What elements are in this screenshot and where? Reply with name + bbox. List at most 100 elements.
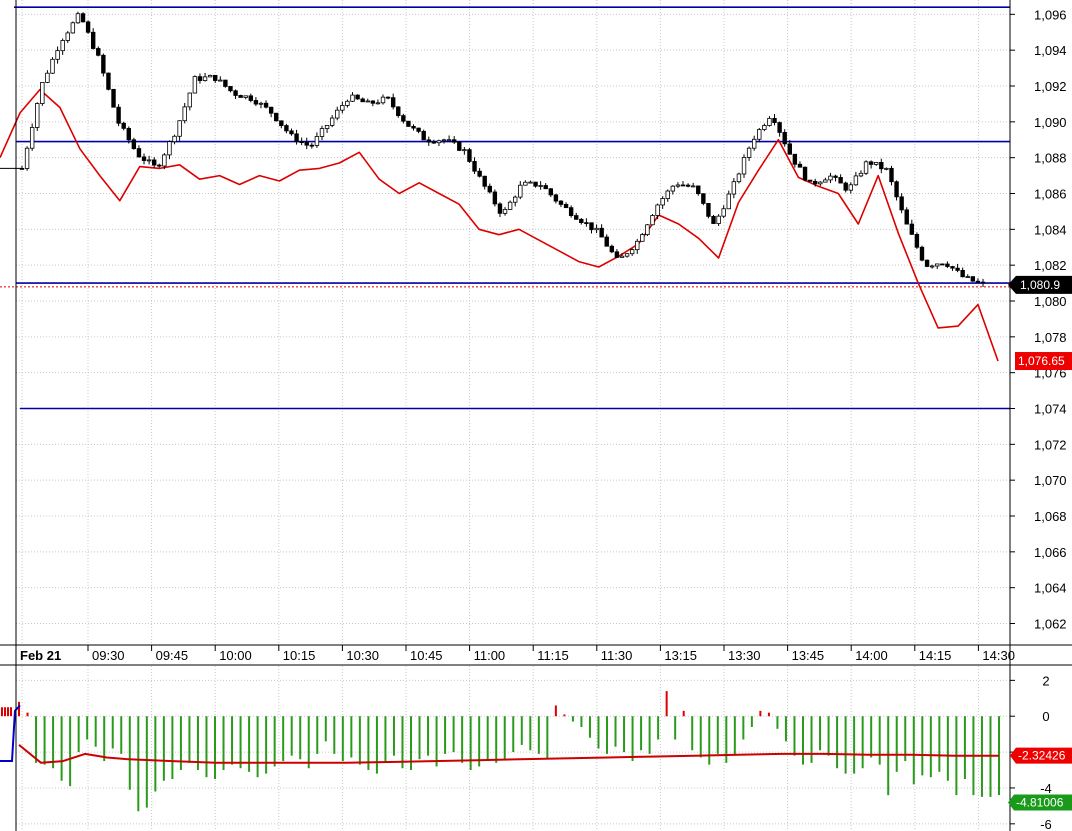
reference-tag: 1,076.65	[1015, 352, 1072, 371]
candle-body	[757, 129, 762, 140]
time-tick-label: 11:15	[537, 648, 569, 663]
candle-body	[431, 141, 437, 144]
candle-body	[802, 166, 808, 181]
price-tick-label: 1,062	[1034, 617, 1067, 632]
candle-body	[462, 149, 467, 152]
candle-body	[579, 218, 584, 224]
candle-body	[248, 95, 254, 101]
candle-body	[370, 100, 376, 104]
candle-body	[401, 115, 406, 122]
candle-body	[853, 175, 859, 186]
time-tick-label: 11:30	[601, 648, 633, 663]
candle-body	[80, 13, 86, 23]
price-tick-label: 1,074	[1034, 402, 1067, 417]
candle-body	[701, 193, 706, 204]
price-tick-label: 1,068	[1034, 509, 1067, 524]
candle-body	[894, 181, 899, 198]
candle-body	[457, 141, 462, 151]
candle-body	[904, 209, 909, 225]
time-tick-label: 10:30	[346, 648, 379, 663]
candle-body	[345, 100, 350, 106]
candle-body	[152, 159, 157, 166]
candle-body	[319, 128, 325, 137]
oscillator-panel	[0, 691, 1000, 812]
candle-body	[136, 148, 142, 158]
candle-body	[660, 198, 665, 206]
candle-body	[965, 276, 970, 279]
candle-body	[619, 255, 625, 258]
candle-body	[665, 190, 670, 199]
candle-body	[706, 203, 711, 217]
candle-body	[304, 141, 309, 146]
oscillator-tick-label: -4	[1040, 781, 1052, 796]
time-axis-labels: 09:30 09:45 10:00 10:15 10:30 10:45 11:00 11:15…	[87, 645, 1015, 663]
candle-body	[507, 201, 513, 210]
candle-body	[889, 167, 894, 183]
last-price-tag: 1,080.9	[1008, 275, 1072, 294]
candle-body	[746, 147, 752, 158]
oscillator-start-line	[0, 704, 21, 763]
grid-lines	[16, 0, 1010, 831]
candle-body	[284, 125, 289, 132]
candle-body	[563, 204, 569, 209]
candle-body	[350, 94, 355, 102]
candle-body	[523, 181, 528, 186]
candle-body	[635, 240, 640, 251]
price-tick-label: 1,088	[1034, 151, 1067, 166]
horizontal-levels	[0, 6, 1010, 410]
time-tick-label: 13:15	[664, 648, 697, 663]
candle-body	[680, 184, 686, 187]
candle-body	[157, 164, 162, 167]
histogram-tag: -4.81006	[1008, 794, 1072, 811]
time-tick-label: 11:00	[474, 648, 506, 663]
candle-body	[167, 141, 172, 156]
candle-body	[721, 208, 726, 217]
candle-body	[818, 181, 823, 185]
price-tick-label: 1,090	[1034, 115, 1067, 130]
candle-body	[874, 162, 879, 165]
candle-body	[268, 106, 274, 114]
candle-body	[421, 130, 426, 141]
candle-body	[935, 263, 940, 267]
candle-body	[90, 31, 96, 49]
candle-body	[70, 22, 76, 34]
reference-label: 1,076.65	[1018, 354, 1065, 368]
candle-body	[624, 253, 630, 257]
candle-body	[848, 184, 853, 191]
candle-body	[955, 267, 960, 271]
price-tick-label: 1,070	[1034, 473, 1067, 488]
value-tags: 1,080.9 1,076.65 -2.32426 -4.81006	[1008, 275, 1072, 811]
candle-body	[355, 94, 360, 100]
candle-body	[945, 263, 950, 267]
candle-body	[813, 180, 818, 185]
candle-body	[919, 246, 925, 261]
price-tick-label: 1,084	[1034, 222, 1067, 237]
candle-body	[253, 100, 259, 105]
candle-body	[762, 125, 767, 130]
candle-body	[696, 185, 701, 195]
candle-body	[187, 92, 192, 108]
candle-body	[970, 276, 976, 282]
candle-body	[233, 90, 238, 96]
candle-body	[274, 112, 279, 122]
candle-body	[243, 95, 248, 98]
candle-body	[360, 98, 365, 103]
candle-body	[177, 120, 182, 137]
candle-body	[29, 127, 35, 149]
time-tick-label: 13:30	[728, 648, 761, 663]
candle-body	[518, 184, 523, 198]
time-tick-label: 13:45	[792, 648, 825, 663]
candle-body	[451, 139, 457, 143]
candle-body	[924, 259, 930, 267]
candle-body	[263, 102, 269, 108]
candle-body	[390, 97, 396, 108]
candle-body	[441, 139, 447, 142]
candle-body	[294, 133, 299, 143]
candle-body	[228, 86, 233, 92]
candle-body	[340, 105, 345, 111]
histogram-label: -4.81006	[1016, 795, 1064, 809]
candle-body	[197, 76, 203, 81]
candle-body	[833, 175, 838, 178]
candle-body	[574, 215, 579, 220]
candle-body	[416, 127, 421, 132]
